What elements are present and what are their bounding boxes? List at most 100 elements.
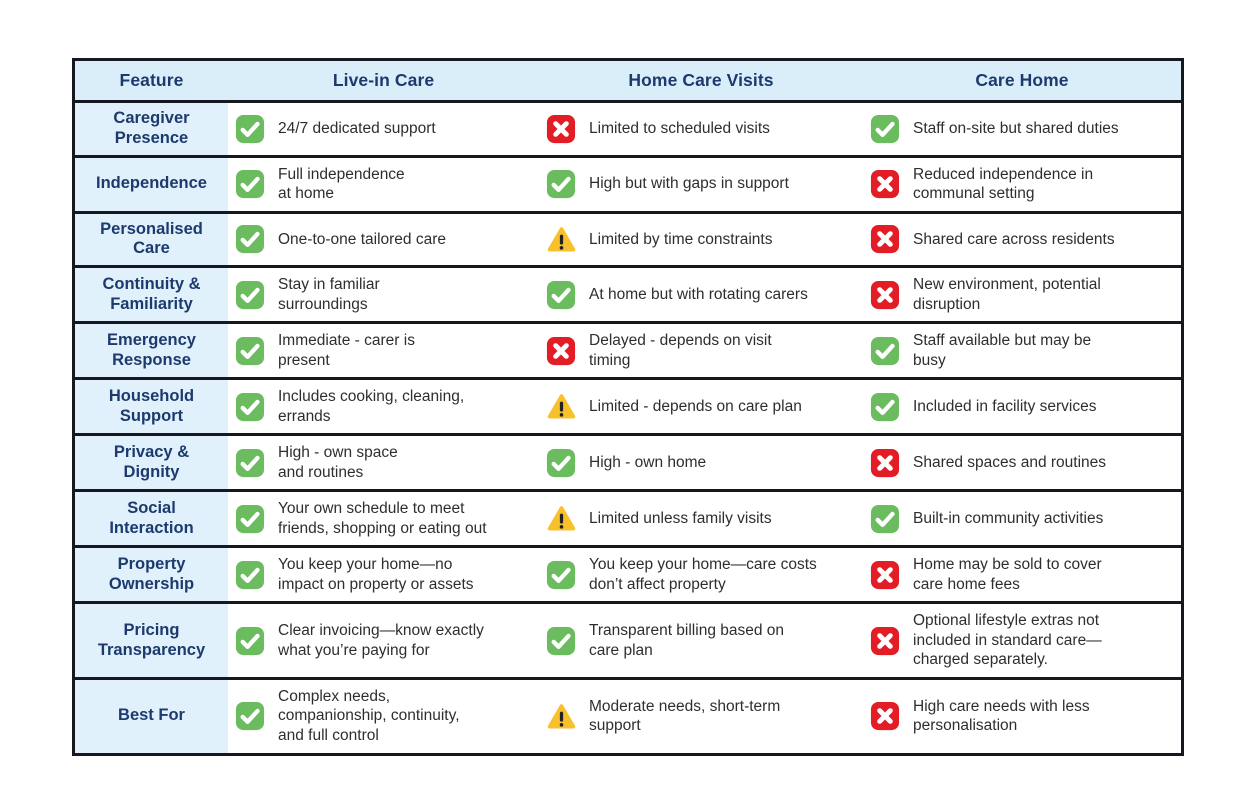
comparison-cell: Complex needs, companionship, continuity… xyxy=(228,679,539,753)
feature-label: Caregiver Presence xyxy=(75,103,228,155)
comparison-cell: New environment, potential disruption xyxy=(863,268,1181,322)
comparison-cell: Reduced independence in communal setting xyxy=(863,157,1181,211)
cell-text: Stay in familiar surroundings xyxy=(278,276,380,313)
comparison-cell: Built-in community activities xyxy=(863,492,1181,546)
comparison-cell: Limited by time constraints xyxy=(539,213,863,266)
feature-label: Emergency Response xyxy=(75,324,228,378)
table-row: Emergency Response Immediate - carer is p… xyxy=(75,324,1181,381)
check-icon xyxy=(235,504,265,534)
cell-text: Home may be sold to cover care home fees xyxy=(913,556,1102,593)
comparison-cell: Clear invoicing—know exactly what you’re… xyxy=(228,604,539,677)
cell-text: Limited by time constraints xyxy=(589,230,773,248)
cell-text: You keep your home—care costs don’t affe… xyxy=(589,556,817,593)
feature-label: Property Ownership xyxy=(75,548,228,602)
cell-text: Complex needs, companionship, continuity… xyxy=(278,687,460,744)
check-icon xyxy=(235,336,265,366)
cell-text: 24/7 dedicated support xyxy=(278,120,436,138)
cell-text: At home but with rotating carers xyxy=(589,285,808,303)
feature-label: Independence xyxy=(75,157,228,211)
check-icon xyxy=(235,224,265,254)
feature-label: Household Support xyxy=(75,380,228,434)
comparison-cell: High care needs with less personalisatio… xyxy=(863,679,1181,753)
care-comparison-table: Feature Live-in Care Home Care Visits Ca… xyxy=(72,58,1184,756)
cross-icon xyxy=(870,169,900,199)
table-row: Best For Complex needs, companionship, co… xyxy=(75,679,1181,753)
check-icon xyxy=(870,392,900,422)
comparison-cell: Staff available but may be busy xyxy=(863,324,1181,378)
check-icon xyxy=(235,560,265,590)
cell-text: Immediate - carer is present xyxy=(278,332,415,369)
feature-label: Personalised Care xyxy=(75,213,228,266)
check-icon xyxy=(235,448,265,478)
check-icon xyxy=(235,114,265,144)
cell-text: Full independence at home xyxy=(278,165,405,203)
comparison-cell: At home but with rotating carers xyxy=(539,268,863,322)
comparison-cell: One-to-one tailored care xyxy=(228,213,539,266)
cross-icon xyxy=(870,448,900,478)
cross-icon xyxy=(870,224,900,254)
cross-icon xyxy=(870,280,900,310)
comparison-cell: Included in facility services xyxy=(863,380,1181,434)
cell-text: Limited unless family visits xyxy=(589,510,772,528)
warning-icon xyxy=(546,701,576,731)
cell-text: Moderate needs, short-term support xyxy=(589,697,781,735)
check-icon xyxy=(546,448,576,478)
table-body: Caregiver Presence 24/7 dedicated support… xyxy=(75,103,1181,753)
table-row: Pricing Transparency Clear invoicing—know… xyxy=(75,604,1181,680)
cell-text: Includes cooking, cleaning, errands xyxy=(278,388,465,425)
comparison-cell: Moderate needs, short-term support xyxy=(539,679,863,753)
cell-text: High but with gaps in support xyxy=(589,175,789,193)
cell-text: Your own schedule to meet friends, shopp… xyxy=(278,500,487,537)
cell-text: Built-in community activities xyxy=(913,510,1104,528)
cross-icon xyxy=(546,336,576,366)
comparison-cell: High - own home xyxy=(539,436,863,490)
cell-text: High care needs with less personalisatio… xyxy=(913,697,1090,735)
cell-text: Delayed - depends on visit timing xyxy=(589,332,772,369)
warning-icon xyxy=(546,224,576,254)
cell-text: Shared care across residents xyxy=(913,230,1115,248)
comparison-cell: Shared care across residents xyxy=(863,213,1181,266)
comparison-cell: Immediate - carer is present xyxy=(228,324,539,378)
comparison-cell: High - own space and routines xyxy=(228,436,539,490)
cell-text: Optional lifestyle extras not included i… xyxy=(913,612,1102,669)
feature-label: Privacy & Dignity xyxy=(75,436,228,490)
check-icon xyxy=(546,169,576,199)
comparison-cell: High but with gaps in support xyxy=(539,157,863,211)
warning-icon xyxy=(546,504,576,534)
cell-text: Limited to scheduled visits xyxy=(589,120,770,138)
feature-label: Pricing Transparency xyxy=(75,604,228,677)
cross-icon xyxy=(870,626,900,656)
comparison-cell: Full independence at home xyxy=(228,157,539,211)
cell-text: Transparent billing based on care plan xyxy=(589,622,785,659)
comparison-cell: Stay in familiar surroundings xyxy=(228,268,539,322)
cell-text: Clear invoicing—know exactly what you’re… xyxy=(278,622,484,659)
table-row: Independence Full independence at home Hig… xyxy=(75,157,1181,214)
table-row: Caregiver Presence 24/7 dedicated support… xyxy=(75,103,1181,158)
table-row: Household Support Includes cooking, clean… xyxy=(75,380,1181,437)
comparison-cell: You keep your home—no impact on property… xyxy=(228,548,539,602)
comparison-cell: 24/7 dedicated support xyxy=(228,103,539,155)
cell-text: New environment, potential disruption xyxy=(913,276,1101,313)
check-icon xyxy=(546,626,576,656)
cell-text: Limited - depends on care plan xyxy=(589,398,802,416)
check-icon xyxy=(235,626,265,656)
check-icon xyxy=(235,392,265,422)
feature-label: Continuity & Familiarity xyxy=(75,268,228,322)
feature-label: Social Interaction xyxy=(75,492,228,546)
comparison-cell: Limited to scheduled visits xyxy=(539,103,863,155)
comparison-cell: Limited - depends on care plan xyxy=(539,380,863,434)
check-icon xyxy=(870,114,900,144)
table-row: Continuity & Familiarity Stay in familiar… xyxy=(75,268,1181,325)
check-icon xyxy=(870,336,900,366)
cell-text: Staff on-site but shared duties xyxy=(913,120,1119,138)
comparison-cell: Limited unless family visits xyxy=(539,492,863,546)
cell-text: Included in facility services xyxy=(913,398,1097,416)
cross-icon xyxy=(870,560,900,590)
cell-text: Shared spaces and routines xyxy=(913,454,1107,472)
comparison-cell: You keep your home—care costs don’t affe… xyxy=(539,548,863,602)
check-icon xyxy=(235,701,265,731)
feature-label: Best For xyxy=(75,679,228,753)
column-header-home-care-visits: Home Care Visits xyxy=(628,70,774,90)
cell-text: High - own space and routines xyxy=(278,444,398,481)
